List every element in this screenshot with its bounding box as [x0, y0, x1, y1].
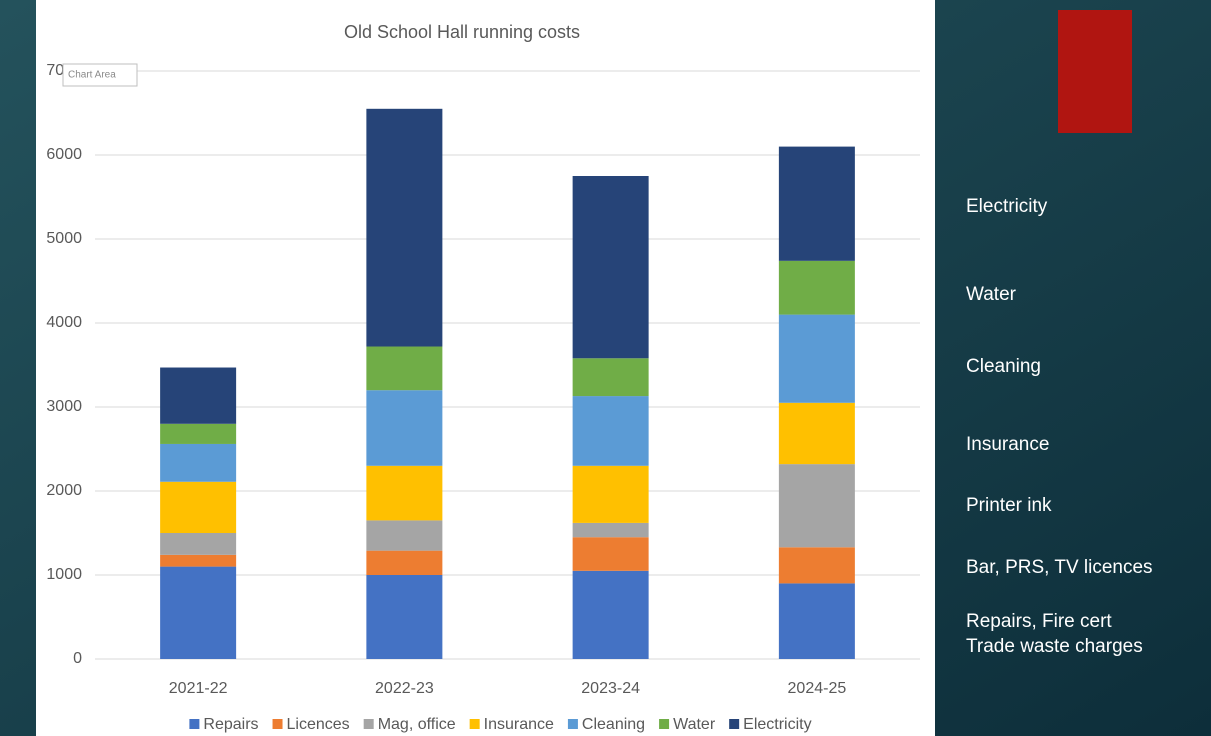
side-label: Repairs, Fire cert	[966, 611, 1112, 632]
chart-title: Old School Hall running costs	[344, 22, 580, 42]
x-tick-label: 2022-23	[375, 680, 434, 697]
bar-segment	[366, 346, 443, 391]
y-tick-label: 3000	[46, 398, 82, 415]
y-tick-label: 6000	[46, 146, 82, 163]
side-label: Water	[966, 284, 1017, 305]
side-label: Printer ink	[966, 495, 1052, 516]
bar-segment	[778, 583, 855, 659]
bar-segment	[160, 367, 237, 424]
legend-label: Licences	[287, 716, 350, 733]
bar-segment	[572, 570, 649, 659]
bar-segment	[778, 146, 855, 261]
legend-label: Electricity	[743, 716, 811, 733]
side-label: Electricity	[966, 196, 1048, 217]
bar-segment	[366, 108, 443, 347]
bar-segment	[778, 402, 855, 465]
legend-label: Insurance	[484, 716, 554, 733]
legend-swatch	[469, 719, 480, 729]
bar-segment	[778, 464, 855, 548]
y-tick-label: 1000	[46, 566, 82, 583]
bar-segment	[366, 520, 443, 551]
bar-segment	[366, 390, 443, 466]
bar-segment	[366, 465, 443, 521]
side-label: Cleaning	[966, 356, 1041, 377]
legend-label: Cleaning	[582, 716, 645, 733]
bar-segment	[572, 358, 649, 397]
bar-segment	[160, 533, 237, 555]
legend-swatch	[189, 719, 200, 729]
y-tick-label: 2000	[46, 482, 82, 499]
legend-swatch	[567, 719, 578, 729]
legend-label: Water	[673, 716, 716, 733]
tooltip: Chart Area	[68, 70, 116, 81]
red-accent	[1058, 10, 1132, 133]
bar-segment	[778, 260, 855, 315]
bar-segment	[160, 566, 237, 659]
side-label: Insurance	[966, 434, 1049, 455]
y-tick-label: 0	[73, 650, 82, 667]
side-label: Trade waste charges	[966, 636, 1143, 657]
legend-swatch	[272, 719, 283, 729]
tooltip-box	[62, 63, 138, 87]
bar-segment	[778, 547, 855, 584]
x-tick-label: 2023-24	[581, 680, 640, 697]
legend-swatch	[659, 719, 670, 729]
bar-segment	[160, 554, 237, 567]
legend-swatch	[729, 719, 740, 729]
bar-segment	[572, 396, 649, 466]
legend-label: Mag, office	[378, 716, 456, 733]
bar-segment	[572, 537, 649, 571]
y-tick-label: 5000	[46, 230, 82, 247]
bar-segment	[160, 443, 237, 482]
bar-segment	[572, 176, 649, 359]
y-tick-label: 4000	[46, 314, 82, 331]
bar-segment	[366, 575, 443, 659]
side-label: Bar, PRS, TV licences	[966, 557, 1153, 578]
bar-segment	[778, 314, 855, 403]
legend-label: Repairs	[203, 716, 258, 733]
bar-segment	[572, 465, 649, 523]
bar-segment	[160, 481, 237, 533]
bar-segment	[160, 423, 237, 444]
x-tick-label: 2024-25	[788, 680, 847, 697]
legend-swatch	[363, 719, 374, 729]
bar-segment	[366, 550, 443, 575]
x-tick-label: 2021-22	[169, 680, 228, 697]
bar-segment	[572, 522, 649, 538]
